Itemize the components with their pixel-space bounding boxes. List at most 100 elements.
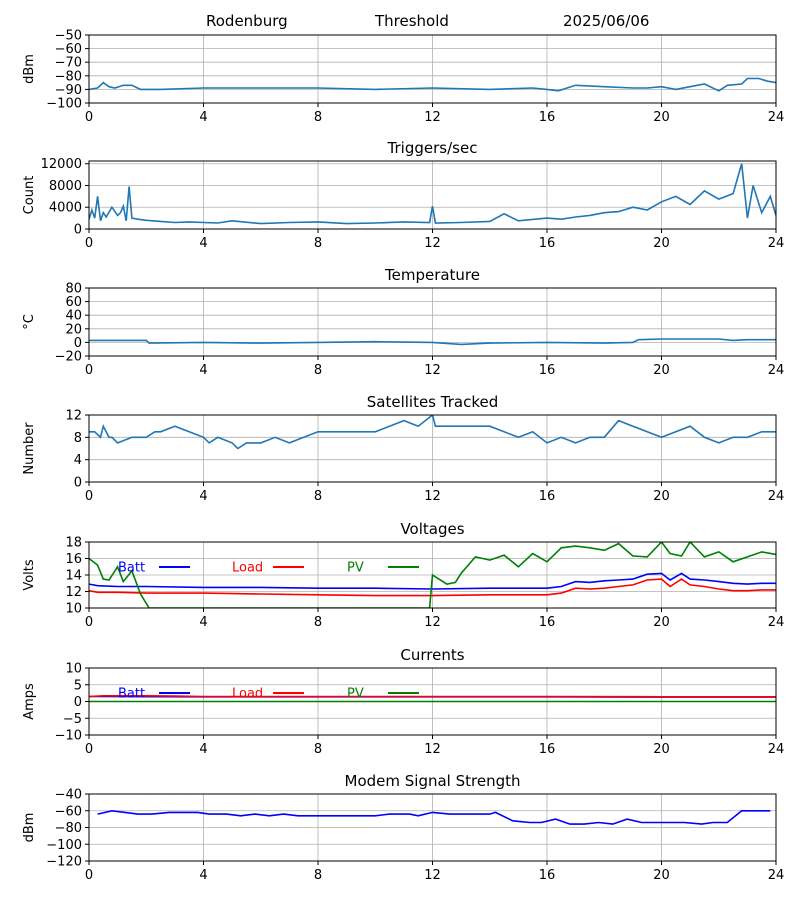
x-tick-label: 0 bbox=[85, 110, 93, 125]
report-date: 2025/06/06 bbox=[563, 12, 650, 30]
x-tick-label: 24 bbox=[768, 742, 785, 757]
y-tick-label: −60 bbox=[55, 42, 82, 57]
panel-7: 0 4 8 12 16 20 24 −120 −100 −80 −60−40 Modem Signal… bbox=[22, 772, 784, 883]
legend-label-batt: Batt bbox=[118, 687, 145, 702]
x-tick-label: 4 bbox=[199, 363, 207, 378]
series-line-1 bbox=[89, 415, 776, 450]
x-tick-label: 16 bbox=[539, 742, 556, 757]
y-tick-label: 12 bbox=[65, 409, 82, 424]
panel-title: Currents bbox=[400, 646, 464, 664]
x-tick-label: 20 bbox=[653, 489, 670, 504]
y-tick-label: −40 bbox=[55, 788, 82, 803]
y-tick-label: −100 bbox=[46, 838, 82, 853]
legend-label-pv: PV bbox=[347, 561, 364, 576]
panel-1: 0 4 8 12 16 20 24 −100−90−80−70−60−50 dBm bbox=[22, 29, 784, 126]
series-line-1 bbox=[89, 77, 776, 92]
legend-label-batt: Batt bbox=[118, 561, 145, 576]
x-tick-label: 24 bbox=[768, 236, 785, 251]
panel-title: Satellites Tracked bbox=[367, 393, 498, 411]
y-tick-label: 14 bbox=[65, 569, 82, 584]
x-tick-label: 4 bbox=[199, 489, 207, 504]
x-tick-label: 24 bbox=[768, 615, 785, 630]
y-tick-label: 10 bbox=[65, 662, 82, 677]
x-tick-label: 20 bbox=[653, 615, 670, 630]
series-line-load bbox=[89, 578, 776, 597]
panel-title: Modem Signal Strength bbox=[345, 772, 521, 790]
series-line-1 bbox=[97, 809, 771, 825]
y-tick-label: −5 bbox=[63, 712, 82, 727]
x-tick-label: 0 bbox=[85, 742, 93, 757]
x-tick-label: 20 bbox=[653, 110, 670, 125]
x-tick-label: 12 bbox=[424, 489, 441, 504]
y-tick-label: 0 bbox=[74, 336, 82, 351]
y-axis-label: Number bbox=[22, 422, 37, 475]
panel-4: 0 4 8 12 16 20 24 0 4 8 12 Satellites Tracked Number bbox=[22, 393, 784, 504]
y-tick-label: 4 bbox=[74, 453, 82, 468]
panel-title: Voltages bbox=[400, 520, 464, 538]
series-line-pv bbox=[89, 542, 776, 608]
x-tick-label: 4 bbox=[199, 236, 207, 251]
x-tick-label: 8 bbox=[314, 363, 322, 378]
x-tick-label: 0 bbox=[85, 868, 93, 883]
y-tick-label: 60 bbox=[65, 295, 82, 310]
y-tick-label: −80 bbox=[55, 821, 82, 836]
y-tick-label: 0 bbox=[74, 476, 82, 491]
x-tick-label: 16 bbox=[539, 489, 556, 504]
x-tick-label: 4 bbox=[199, 615, 207, 630]
x-tick-label: 24 bbox=[768, 868, 785, 883]
y-tick-label: −60 bbox=[55, 804, 82, 819]
series-line-1 bbox=[89, 163, 776, 225]
y-tick-label: −20 bbox=[55, 350, 82, 365]
y-axis-label: dBm bbox=[22, 54, 37, 84]
x-tick-label: 20 bbox=[653, 363, 670, 378]
y-tick-label: 20 bbox=[65, 322, 82, 337]
y-tick-label: 12 bbox=[65, 585, 82, 600]
y-tick-label: 0 bbox=[74, 695, 82, 710]
y-axis-label: Amps bbox=[22, 683, 37, 720]
x-tick-label: 24 bbox=[768, 489, 785, 504]
panel-title: Temperature bbox=[384, 266, 480, 284]
x-tick-label: 0 bbox=[85, 363, 93, 378]
x-tick-label: 8 bbox=[314, 868, 322, 883]
legend-label-load: Load bbox=[232, 561, 263, 576]
y-tick-label: −80 bbox=[55, 69, 82, 84]
x-tick-label: 24 bbox=[768, 110, 785, 125]
legend-label-pv: PV bbox=[347, 687, 364, 702]
x-tick-label: 4 bbox=[199, 742, 207, 757]
legend-label-load: Load bbox=[232, 687, 263, 702]
y-axis-label: dBm bbox=[22, 813, 37, 843]
y-tick-label: 8 bbox=[74, 431, 82, 446]
panel-title: Triggers/sec bbox=[387, 139, 478, 157]
y-tick-label: 80 bbox=[65, 282, 82, 297]
x-tick-label: 8 bbox=[314, 742, 322, 757]
x-tick-label: 16 bbox=[539, 363, 556, 378]
series-line-1 bbox=[89, 338, 776, 346]
station-name: Rodenburg bbox=[206, 12, 288, 30]
series-line-load bbox=[89, 694, 776, 698]
panel-2: 0 4 8 12 16 20 24 0 4000 8000 12000 Triggers/sec Cou… bbox=[22, 139, 784, 251]
x-tick-label: 12 bbox=[424, 868, 441, 883]
y-tick-label: 5 bbox=[74, 678, 82, 693]
y-tick-label: 18 bbox=[65, 536, 82, 551]
y-tick-label: −100 bbox=[46, 97, 82, 112]
y-tick-label: −70 bbox=[55, 56, 82, 71]
x-tick-label: 16 bbox=[539, 236, 556, 251]
x-tick-label: 16 bbox=[539, 615, 556, 630]
y-tick-label: 10 bbox=[65, 602, 82, 617]
y-tick-label: −10 bbox=[55, 729, 82, 744]
y-tick-label: −90 bbox=[55, 83, 82, 98]
x-tick-label: 12 bbox=[424, 615, 441, 630]
y-tick-label: 8000 bbox=[49, 179, 82, 194]
y-tick-label: 12000 bbox=[41, 157, 82, 172]
x-tick-label: 8 bbox=[314, 236, 322, 251]
x-tick-label: 16 bbox=[539, 110, 556, 125]
x-tick-label: 20 bbox=[653, 868, 670, 883]
x-tick-label: 0 bbox=[85, 236, 93, 251]
y-tick-label: 40 bbox=[65, 309, 82, 324]
x-tick-label: 8 bbox=[314, 110, 322, 125]
y-axis-label: Volts bbox=[22, 559, 37, 591]
